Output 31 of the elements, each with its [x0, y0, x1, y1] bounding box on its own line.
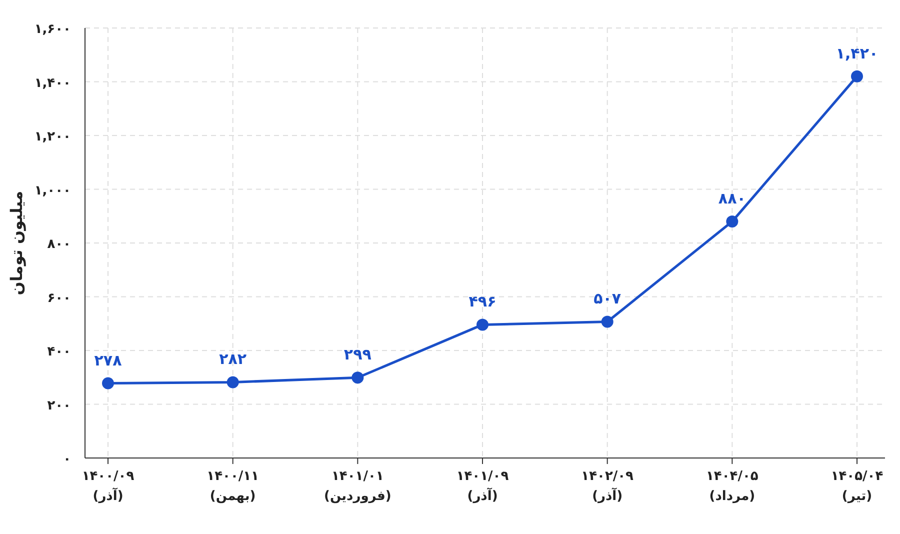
value-label: ۵۰۷ [594, 290, 622, 308]
ytick: ۱,۰۰۰ [34, 183, 71, 198]
xtick: ۱۴۰۲/۰۹ [581, 469, 634, 484]
xtick: ۱۴۰۱/۰۱ [331, 469, 384, 484]
value-label: ۲۸۲ [219, 350, 247, 368]
xtick: (بهمن) [210, 489, 256, 504]
ylabel: میلیون تومان [7, 190, 26, 296]
ytick: ۸۰۰ [47, 237, 71, 252]
xtick: (فروردین) [324, 489, 392, 504]
ytick: ۲۰۰ [47, 398, 71, 414]
xtick: ۱۴۰۰/۱۱ [206, 469, 260, 484]
ytick: ۰ [63, 452, 71, 467]
ytick: ۱,۲۰۰ [34, 130, 71, 144]
value-label: ۲۷۸ [94, 351, 122, 370]
xtick: (مرداد) [709, 489, 756, 504]
xtick: (تیر) [842, 489, 872, 504]
xtick: (آذر) [592, 489, 623, 504]
value-label: ۱,۴۲۰ [836, 44, 878, 62]
xtick: ۱۴۰۰/۰۹ [82, 469, 134, 484]
xtick: (آذر) [467, 489, 498, 504]
xtick: ۱۴۰۵/۰۴ [830, 469, 884, 484]
ytick: ۱,۶۰۰ [34, 22, 71, 37]
value-label: ۴۹۶ [468, 292, 496, 311]
xtick: ۱۴۰۴/۰۵ [706, 469, 758, 484]
xtick: (آذر) [92, 489, 124, 504]
ytick: ۴۰۰ [47, 344, 71, 360]
value-label: ۲۹۹ [344, 346, 372, 364]
ytick: ۱,۴۰۰ [34, 76, 71, 91]
ytick: ۶۰۰ [47, 290, 71, 306]
xtick: ۱۴۰۱/۰۹ [456, 469, 509, 484]
value-label: ۸۸۰ [718, 190, 746, 208]
